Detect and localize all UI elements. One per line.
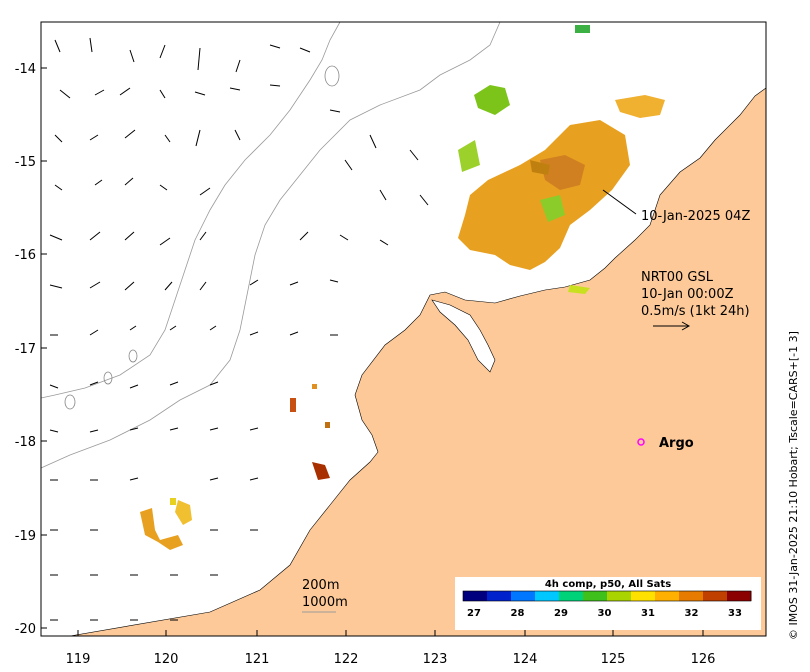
x-tick-label: 121 <box>245 652 270 667</box>
sst-patches <box>140 25 665 550</box>
land-mass <box>69 87 767 637</box>
colorbar-swatch <box>583 591 608 601</box>
colorbar-swatch <box>607 591 632 601</box>
plot-frame <box>40 21 767 637</box>
reef-outline <box>324 65 340 87</box>
y-tick-label: -19 <box>15 529 36 544</box>
y-tick-label: -18 <box>15 435 36 450</box>
y-tick-label: -15 <box>15 155 36 170</box>
y-axis-ticks: -14 -15 -16 -17 -18 -19 -20 <box>15 62 47 637</box>
x-tick-label: 122 <box>334 652 359 667</box>
current-scale-label: 0.5m/s (1kt 24h) <box>641 304 750 319</box>
colorbar-tick-label: 33 <box>728 608 742 619</box>
colorbar-title: 4h comp, p50, All Sats <box>545 579 671 590</box>
argo-float-marker <box>637 438 645 446</box>
depth-contour-200m <box>40 21 501 469</box>
depth-contour-1000m <box>40 21 341 399</box>
colorbar-tick-label: 32 <box>685 608 699 619</box>
reef-outline <box>64 394 76 410</box>
x-tick-label: 125 <box>601 652 626 667</box>
colorbar-tick-label: 27 <box>467 608 481 619</box>
x-tick-label: 119 <box>66 652 91 667</box>
x-tick-label: 120 <box>154 652 179 667</box>
x-tick-label: 124 <box>513 652 538 667</box>
colorbar-tick-label: 29 <box>554 608 568 619</box>
credit-text: © IMOS 31-Jan-2025 21:10 Hobart; Tscale=… <box>787 331 800 640</box>
x-axis-ticks: 119 120 121 122 123 124 125 126 <box>66 630 716 667</box>
colorbar-swatch <box>679 591 704 601</box>
colorbar-swatch <box>487 591 512 601</box>
colorbar-swatch <box>703 591 728 601</box>
colorbar-tick-label: 30 <box>598 608 612 619</box>
pass-time-leader <box>602 189 637 215</box>
colorbar-ticks: 27 28 29 30 31 32 33 <box>467 608 742 619</box>
y-tick-label: -16 <box>15 248 36 263</box>
colorbar-swatches <box>462 590 752 602</box>
colorbar-swatch <box>535 591 560 601</box>
colorbar-swatch <box>559 591 584 601</box>
colorbar-swatch <box>727 591 752 601</box>
y-tick-label: -20 <box>15 622 36 637</box>
y-tick-label: -17 <box>15 342 36 357</box>
colorbar-tick-label: 28 <box>511 608 525 619</box>
current-product-label: NRT00 GSL <box>641 270 714 285</box>
colorbar-swatch <box>511 591 536 601</box>
x-tick-label: 123 <box>423 652 448 667</box>
current-time-label: 10-Jan 00:00Z <box>641 287 734 302</box>
depth-200-label: 200m <box>302 578 339 593</box>
reef-outline <box>128 349 138 363</box>
colorbar-tick-label: 31 <box>641 608 655 619</box>
reef-outline <box>103 371 113 385</box>
peninsula-inlet <box>431 299 496 373</box>
colorbar-swatch <box>631 591 656 601</box>
current-vectors <box>49 37 429 621</box>
colorbar-panel <box>455 577 761 630</box>
colorbar-border <box>462 590 752 602</box>
scale-arrow-head <box>681 321 691 331</box>
colorbar-swatch <box>655 591 680 601</box>
depth-1000-label: 1000m <box>302 595 348 610</box>
x-tick-label: 126 <box>691 652 716 667</box>
argo-label: Argo <box>659 436 694 451</box>
colorbar-swatch <box>463 591 488 601</box>
pass-time-label: 10-Jan-2025 04Z <box>641 209 750 224</box>
y-tick-label: -14 <box>15 62 36 77</box>
